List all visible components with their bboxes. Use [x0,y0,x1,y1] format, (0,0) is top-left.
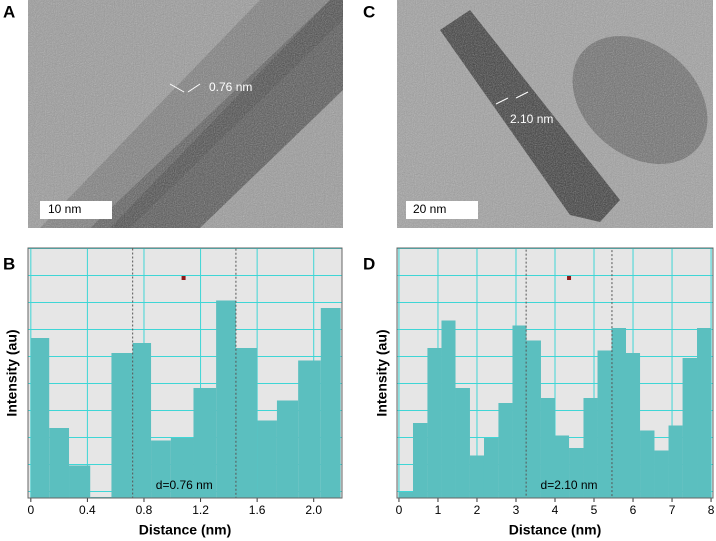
x-tick-label: 2.0 [305,503,322,517]
annotation: 2.10 nm [510,112,553,126]
arrow [495,97,509,105]
bar [583,398,598,498]
x-tick-label: 1.6 [249,503,266,517]
x-tick-label: 3 [513,503,520,517]
annotation: 0.76 nm [209,80,252,94]
x-axis-title: Distance (nm) [509,522,602,538]
region-label: d=0.76 nm [156,478,213,492]
bar [441,320,456,498]
x-tick-label: 5 [591,503,598,517]
panel-label: C [363,2,375,21]
bar [640,430,655,498]
bar [427,348,442,498]
panel-label: B [3,254,15,273]
x-tick-label: 8 [708,503,715,517]
arrow [169,83,185,93]
bar [597,350,612,498]
bar [132,343,152,498]
bar [30,338,50,498]
x-tick-label: 6 [630,503,637,517]
y-axis-title: Intensity (au) [4,329,20,416]
x-tick-label: 7 [669,503,676,517]
bar [49,428,70,498]
bar [654,450,669,498]
bar [611,328,627,498]
x-tick-label: 1 [435,503,442,517]
bar [540,398,555,498]
x-tick-label: 1.2 [192,503,209,517]
bar [697,328,712,498]
x-tick-label: 0 [27,503,34,517]
scale-bar-label: 10 nm [48,202,81,216]
bar [398,492,413,498]
x-tick-label: 0 [396,503,403,517]
panel-label: D [363,254,375,273]
bar [668,425,683,498]
tem-image-a [28,0,343,228]
scale-bar-label: 20 nm [413,202,446,216]
bar [455,388,470,498]
bar [170,438,194,498]
bar [626,353,641,498]
bar [512,325,527,498]
x-axis-title: Distance (nm) [139,522,232,538]
arrow [515,91,529,99]
y-axis-title: Intensity (au) [374,329,390,416]
bar [69,465,91,498]
plot-frame [27,247,343,499]
bar [235,348,258,498]
bar [151,440,171,498]
scale-bar [40,201,112,219]
x-tick-label: 4 [552,503,559,517]
bar [555,435,570,498]
bar [111,353,133,498]
marker [181,276,186,280]
bar [412,423,428,498]
marker [567,276,572,280]
panel-label: A [3,2,15,21]
bar [682,358,698,498]
tem-image-c [397,0,713,228]
bar [257,420,277,498]
bar [526,340,541,498]
bar [469,455,484,498]
bar [483,438,499,498]
arrow [187,83,201,93]
bar [276,400,299,498]
bar [298,360,321,498]
bar [216,300,236,498]
x-tick-label: 0.8 [136,503,153,517]
bar [320,308,341,498]
x-tick-label: 2 [474,503,481,517]
region-label: d=2.10 nm [541,478,598,492]
bar [569,448,584,498]
x-tick-label: 0.4 [79,503,96,517]
plot-frame [396,247,714,499]
bar [193,388,217,498]
bar [498,403,513,498]
scale-bar [406,201,478,219]
